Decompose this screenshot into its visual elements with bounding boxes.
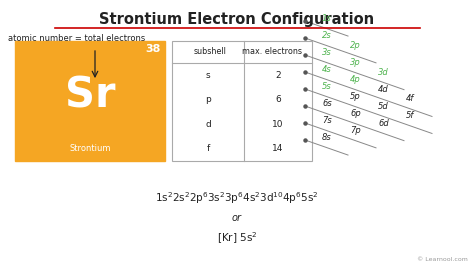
Text: s: s (206, 71, 210, 80)
Text: or: or (232, 213, 242, 223)
Text: $\mathregular{[Kr]\ 5s^2}$: $\mathregular{[Kr]\ 5s^2}$ (217, 230, 257, 246)
Text: 5p: 5p (350, 92, 361, 101)
Text: atomic number = total electrons: atomic number = total electrons (8, 34, 145, 43)
Text: 2: 2 (275, 71, 281, 80)
Text: 2p: 2p (350, 41, 361, 50)
Text: d: d (205, 120, 211, 129)
Text: 7s: 7s (322, 116, 332, 125)
Text: 2s: 2s (322, 31, 332, 40)
Text: 10: 10 (272, 120, 284, 129)
Text: max. electrons: max. electrons (242, 48, 302, 56)
Text: 3p: 3p (350, 58, 361, 67)
Text: 3d: 3d (378, 68, 389, 77)
Text: Strontium Electron Configuration: Strontium Electron Configuration (100, 12, 374, 27)
Text: 6: 6 (275, 95, 281, 104)
Bar (172, 41, 312, 161)
Text: 4f: 4f (406, 94, 414, 103)
Text: subshell: subshell (193, 48, 227, 56)
Text: © Learnool.com: © Learnool.com (417, 257, 468, 262)
Text: 5f: 5f (406, 111, 414, 120)
Text: 6d: 6d (378, 119, 389, 128)
Text: 38: 38 (146, 44, 161, 54)
Text: 8s: 8s (322, 133, 332, 142)
Text: p: p (205, 95, 211, 104)
Text: 7p: 7p (350, 126, 361, 135)
Text: 6s: 6s (322, 99, 332, 108)
Text: 6p: 6p (350, 109, 361, 118)
Text: $\mathregular{1s^22s^22p^63s^23p^64s^23d^{10}4p^65s^2}$: $\mathregular{1s^22s^22p^63s^23p^64s^23d… (155, 190, 319, 206)
Text: 14: 14 (272, 144, 283, 153)
Text: 5d: 5d (378, 102, 389, 111)
Text: Strontium: Strontium (69, 144, 111, 153)
Text: 4s: 4s (322, 65, 332, 74)
Text: Sr: Sr (65, 75, 115, 117)
Text: 4p: 4p (350, 75, 361, 84)
Text: f: f (206, 144, 210, 153)
Text: 4d: 4d (378, 85, 389, 94)
Bar (15, 41, 165, 161)
Text: 3s: 3s (322, 48, 332, 57)
Text: 1s: 1s (322, 14, 332, 23)
Text: 5s: 5s (322, 82, 332, 91)
